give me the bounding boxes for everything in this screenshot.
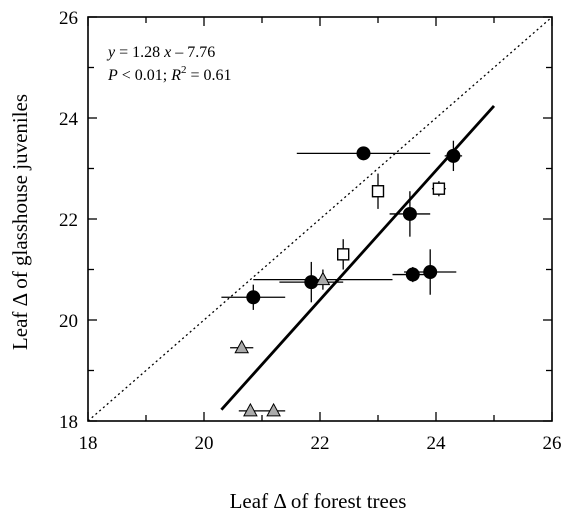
data-point-triangle xyxy=(266,402,281,417)
y-tick-label: 24 xyxy=(59,109,79,130)
data-point-triangle xyxy=(234,339,250,354)
data-point-triangle xyxy=(243,402,258,417)
data-point-circle xyxy=(405,267,420,282)
regression-statistics: P < 0.01; R2 = 0.61 xyxy=(107,64,232,84)
data-point-circle xyxy=(356,146,371,161)
y-tick-labels: 18 20 22 24 26 xyxy=(59,8,79,433)
data-point-triangle xyxy=(315,271,331,286)
regression-equation: y = 1.28 x – 7.76 xyxy=(106,44,215,61)
data-point-square xyxy=(432,182,446,195)
x-tick-label: 20 xyxy=(195,433,214,454)
data-point-circle xyxy=(446,148,461,163)
x-tick-label: 24 xyxy=(427,433,447,454)
data-point-square xyxy=(337,248,350,261)
data-point-circle xyxy=(402,206,417,221)
data-point-circle xyxy=(423,265,438,280)
data-point-square xyxy=(371,185,385,198)
data-point-circle xyxy=(246,290,261,305)
y-axis-label: Leaf Δ of glasshouse juveniles xyxy=(8,94,32,350)
y-tick-label: 26 xyxy=(59,8,78,29)
x-axis-label: Leaf Δ of forest trees xyxy=(230,489,407,513)
y-tick-label: 18 xyxy=(59,412,78,433)
x-tick-label: 18 xyxy=(79,433,98,454)
data-points xyxy=(221,140,463,417)
x-tick-label: 26 xyxy=(543,433,562,454)
axis-ticks xyxy=(87,16,553,422)
x-tick-label: 22 xyxy=(311,433,330,454)
x-tick-labels: 18 20 22 24 26 xyxy=(79,433,562,454)
y-tick-label: 20 xyxy=(59,311,78,332)
y-tick-label: 22 xyxy=(59,210,78,231)
data-point-circle xyxy=(304,275,319,290)
